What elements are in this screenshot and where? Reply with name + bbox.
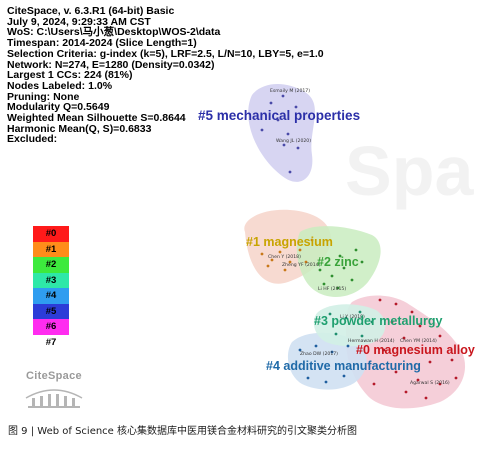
citespace-panel: Spa (7, 5, 475, 409)
cluster-hull-3 (313, 304, 386, 347)
figure-caption: 图 9 | Web of Science 核心集数据库中医用镁合金材料研究的引文… (8, 426, 358, 437)
node-label: Chen Y (2018) (268, 254, 301, 260)
cluster-label-4: #4 additive manufacturing (266, 359, 421, 373)
cluster-label-2: #2 zinc (317, 255, 359, 269)
logo-emblem (25, 389, 83, 408)
cluster-label-5: #5 mechanical properties (198, 108, 360, 123)
node-label: Hermawan H (2014) (348, 338, 395, 344)
citespace-logo: CiteSpace (24, 370, 84, 408)
summary-line: Timespan: 2014-2024 (Slice Length=1) (7, 37, 197, 50)
legend-swatch: #5 (33, 303, 69, 319)
summary-line: Largest 1 CCs: 224 (81%) (7, 69, 133, 82)
cluster-label-0: #0 magnesium alloy (356, 343, 475, 357)
node-label: Chen YM (2014) (400, 338, 437, 344)
legend-swatch: #0 (33, 226, 69, 242)
cluster-hull-5 (248, 84, 315, 182)
node-label: Esmaily M (2017) (270, 88, 310, 94)
node-label: Zhao DW (2017) (300, 351, 338, 357)
summary-line: WoS: C:\Users\马小葱\Desktop\WOS-2\data (7, 26, 221, 39)
cluster-2-nodes (318, 248, 364, 290)
legend-swatch: #7 (33, 334, 69, 350)
cluster-hull-2 (296, 226, 381, 297)
summary-line: Network: N=274, E=1280 (Density=0.0342) (7, 58, 215, 71)
summary-line: Modularity Q=0.5649 (7, 101, 110, 114)
cluster-color-legend: #0 #1 #2 #3 #4 #5 #6 #7 (33, 226, 69, 350)
summary-line: July 9, 2024, 9:29:33 AM CST (7, 15, 151, 28)
legend-swatch: #2 (33, 257, 69, 273)
cluster-0-nodes (372, 298, 458, 400)
node-label: Agarwal S (2016) (410, 380, 450, 386)
cluster-5-nodes (260, 94, 300, 174)
summary-line: CiteSpace, v. 6.3.R1 (64-bit) Basic (7, 5, 175, 17)
node-label: Wang JL (2020) (276, 138, 311, 144)
legend-swatch: #4 (33, 288, 69, 304)
summary-line: Excluded: (7, 133, 58, 146)
summary-line: Pruning: None (7, 90, 80, 103)
cluster-label-1: #1 magnesium (246, 235, 333, 249)
legend-swatch: #1 (33, 241, 69, 257)
node-label: Li Y (2018) (340, 314, 365, 320)
summary-line: Harmonic Mean(Q, S)=0.6833 (7, 122, 152, 135)
watermark-text: Spa (345, 132, 474, 210)
node-label: Li HF (2015) (318, 286, 346, 292)
summary-line: Selection Criteria: g-index (k=5), LRF=2… (7, 47, 324, 60)
cluster-1-nodes (260, 238, 314, 272)
network-summary: CiteSpace, v. 6.3.R1 (64-bit) Basic July… (7, 6, 324, 145)
cluster-4-nodes (298, 344, 350, 384)
node-label: Zheng YF (2014) (282, 262, 321, 268)
legend-swatch: #6 (33, 319, 69, 335)
cluster-label-3: #3 powder metallurgy (314, 314, 443, 328)
legend-swatch: #3 (33, 272, 69, 288)
summary-line: Nodes Labeled: 1.0% (7, 79, 113, 92)
summary-line: Weighted Mean Silhouette S=0.8644 (7, 112, 186, 125)
cluster-network: Spa (198, 84, 475, 409)
logo-text: CiteSpace (26, 370, 82, 382)
cluster-3-nodes (328, 310, 374, 338)
